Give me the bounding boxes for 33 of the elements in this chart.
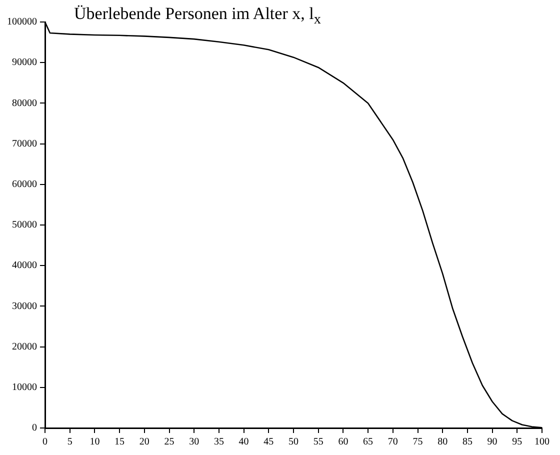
x-tick-label: 75 [412,436,423,448]
y-tick-label: 100000 [7,16,37,28]
x-tick-label: 70 [388,436,398,448]
x-tick-label: 40 [238,436,249,448]
y-tick-label: 0 [32,422,37,434]
y-tick-label: 80000 [12,98,37,109]
x-tick-label: 90 [487,436,498,448]
x-tick-label: 60 [338,436,348,448]
y-tick-label: 40000 [12,260,37,272]
x-tick-label: 80 [438,436,448,448]
y-tick-label: 70000 [12,138,37,150]
x-tick-label: 100 [534,436,550,448]
x-tick-label: 0 [42,436,48,448]
x-tick-label: 55 [313,436,324,448]
x-tick-label: 20 [139,436,150,448]
x-tick-label: 25 [164,436,174,448]
x-tick-label: 35 [214,436,224,448]
x-tick-label: 95 [512,436,522,448]
x-tick-label: 10 [90,436,100,448]
y-tick-label: 60000 [12,179,37,190]
x-tick-label: 65 [363,436,374,448]
x-tick-label: 45 [264,436,274,448]
x-tick-label: 5 [67,436,72,448]
y-tick-label: 30000 [12,300,37,312]
chart-title: Überlebende Personen im Alter x, l$_{x}$ [74,4,321,28]
x-tick-label: 30 [189,436,200,448]
x-tick-label: 50 [288,436,298,448]
x-tick-label: 15 [114,436,125,448]
x-tick-label: 85 [462,436,472,448]
y-tick-label: 20000 [12,341,37,352]
y-tick-label: 10000 [12,382,37,394]
y-tick-label: 50000 [12,220,37,231]
y-tick-label: 90000 [12,57,37,68]
